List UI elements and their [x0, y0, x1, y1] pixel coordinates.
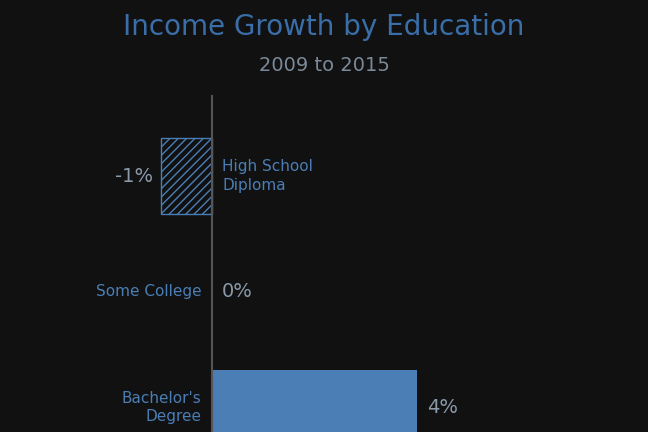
Text: 4%: 4% — [427, 398, 458, 417]
Text: Some College: Some College — [96, 284, 202, 299]
Text: High School
Diploma: High School Diploma — [222, 159, 313, 193]
Text: -1%: -1% — [115, 166, 153, 185]
Bar — [212, 370, 417, 432]
Text: Bachelor's
Degree: Bachelor's Degree — [122, 391, 202, 424]
Text: 0%: 0% — [222, 282, 253, 301]
Text: Income Growth by Education: Income Growth by Education — [123, 13, 525, 41]
Text: 2009 to 2015: 2009 to 2015 — [259, 56, 389, 75]
Bar — [161, 138, 212, 213]
